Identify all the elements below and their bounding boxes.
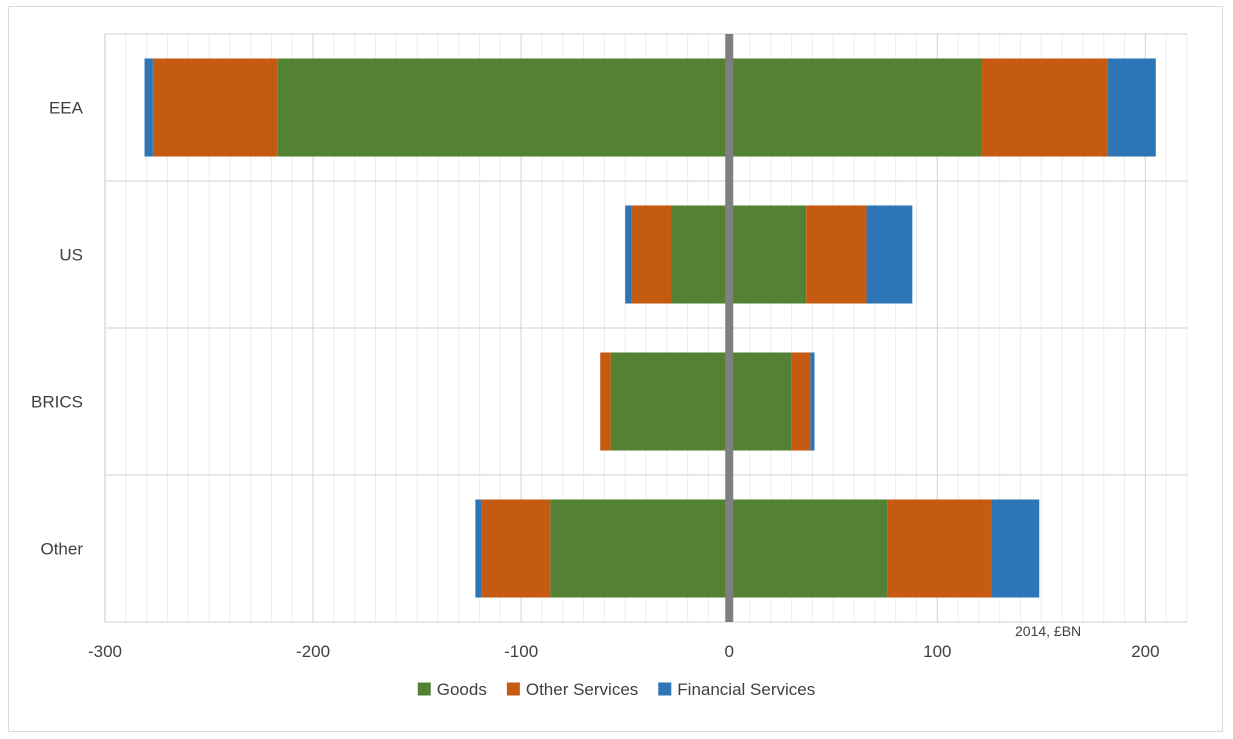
chart-frame xyxy=(8,6,1223,732)
legend-label: Goods xyxy=(437,680,487,699)
category-label: US xyxy=(59,246,83,265)
bar-other-services-negative xyxy=(631,205,671,304)
bar-financial-services-negative xyxy=(625,205,632,304)
bar-financial-services-negative xyxy=(144,58,153,157)
legend-swatch xyxy=(506,682,520,696)
bar-goods-positive xyxy=(729,499,888,598)
bar-goods-positive xyxy=(729,58,982,157)
bar-goods-negative xyxy=(550,499,730,598)
legend-label: Other Services xyxy=(526,680,638,699)
legend-label: Financial Services xyxy=(677,680,815,699)
x-tick-label: 200 xyxy=(1131,642,1159,661)
axis xyxy=(104,34,734,622)
labels: EEA US BRICS Other -300 -200 -100 0 100 200 xyxy=(31,99,1160,662)
bar-goods-positive xyxy=(729,205,807,304)
bar-other-services-positive xyxy=(981,58,1108,157)
bar-goods-negative xyxy=(670,205,730,304)
bar-other-services-negative xyxy=(481,499,551,598)
bar-financial-services-positive xyxy=(991,499,1040,598)
bar-financial-services-negative xyxy=(475,499,482,598)
bar-other-services-positive xyxy=(791,352,811,451)
legend-swatch xyxy=(417,682,431,696)
bar-goods-positive xyxy=(729,352,792,451)
bar-financial-services-positive xyxy=(1107,58,1156,157)
category-label: EEA xyxy=(49,99,84,118)
bars xyxy=(144,58,1156,598)
annotation-text: 2014, £BN xyxy=(1015,623,1081,639)
bar-other-services-negative xyxy=(152,58,278,157)
bar-goods-negative xyxy=(610,352,730,451)
category-label: BRICS xyxy=(31,393,83,412)
bar-financial-services-positive xyxy=(866,205,913,304)
bar-other-services-positive xyxy=(887,499,992,598)
bar-goods-negative xyxy=(277,58,730,157)
x-tick-label: -300 xyxy=(88,642,122,661)
x-tick-label: 100 xyxy=(923,642,951,661)
x-tick-label: 0 xyxy=(724,642,733,661)
bar-financial-services-positive xyxy=(810,352,815,451)
legend: Goods Other Services Financial Services xyxy=(417,680,815,699)
bar-other-services-positive xyxy=(806,205,867,304)
x-tick-label: -100 xyxy=(504,642,538,661)
legend-swatch xyxy=(658,682,672,696)
bar-other-services-negative xyxy=(600,352,611,451)
category-label: Other xyxy=(40,540,83,559)
x-tick-label: -200 xyxy=(296,642,330,661)
